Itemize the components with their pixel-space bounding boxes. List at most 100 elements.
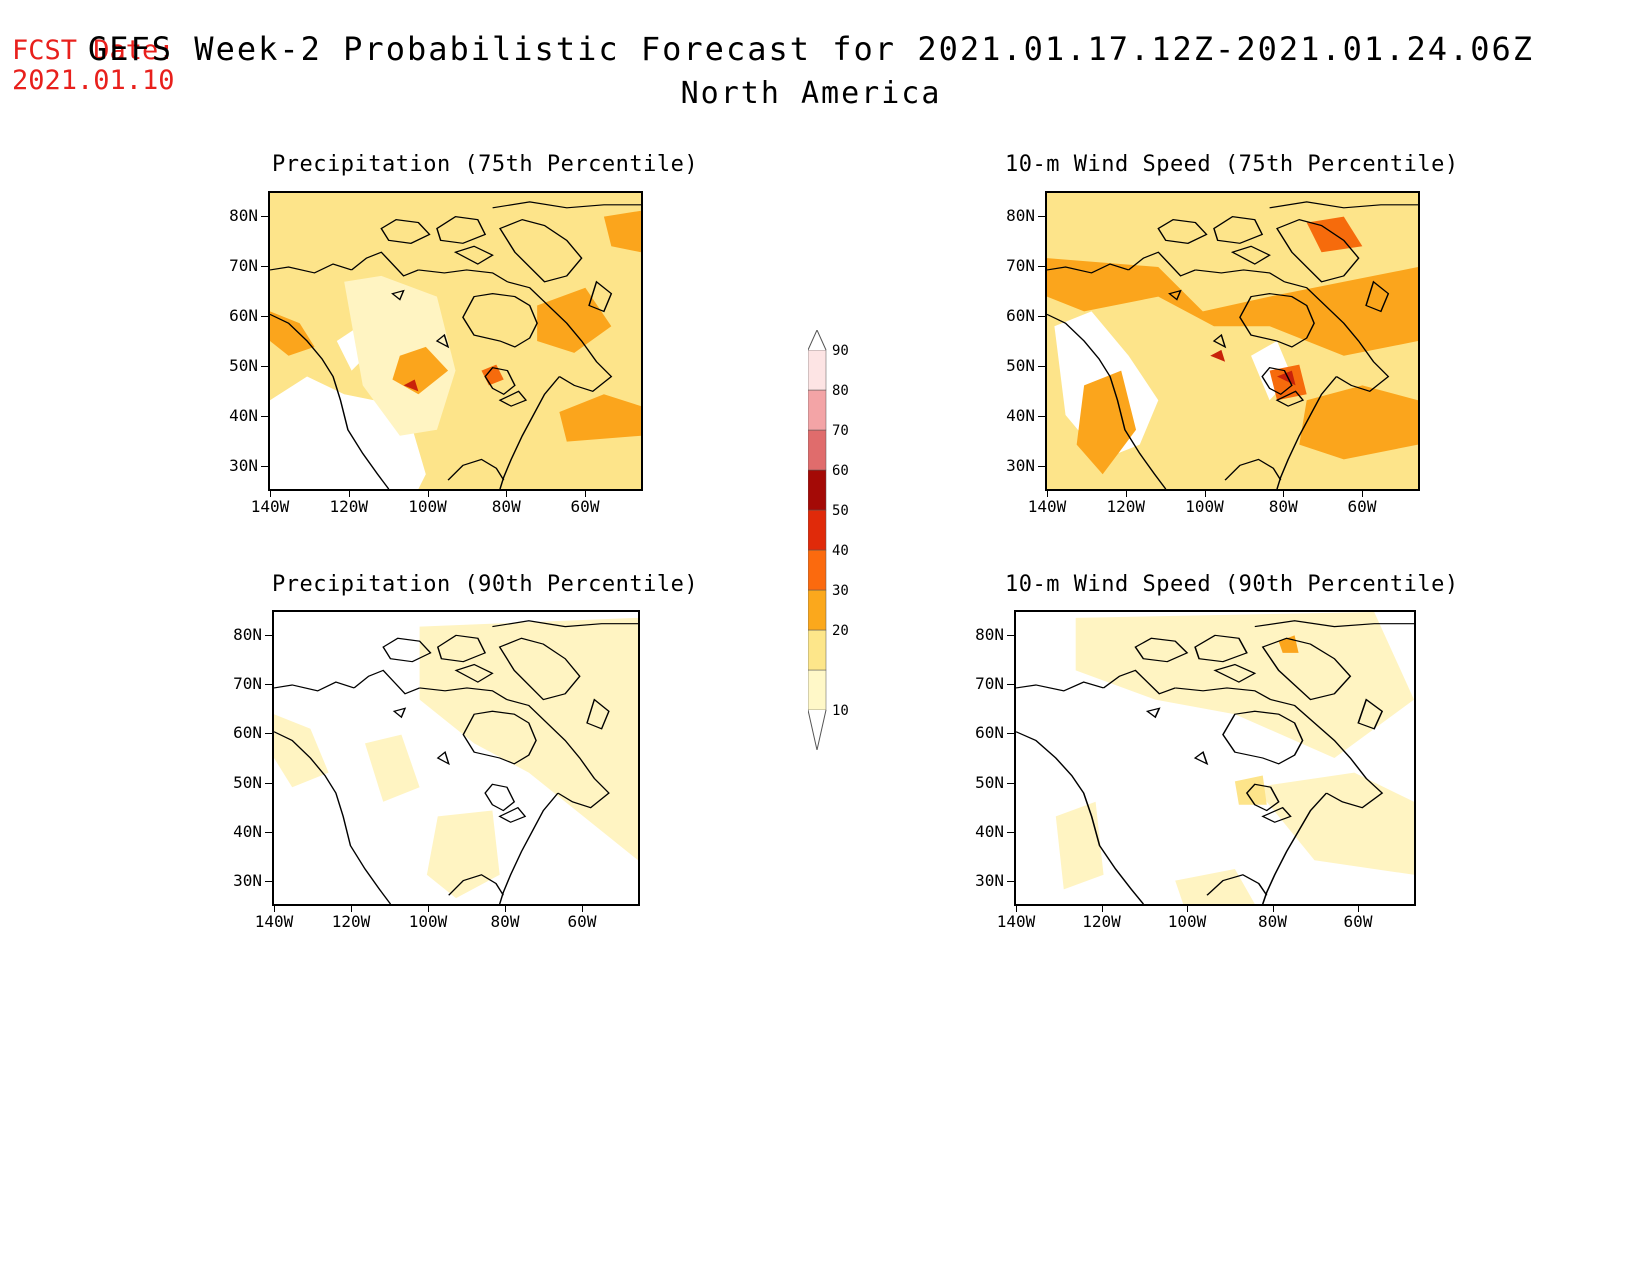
- coastline: [484, 366, 516, 396]
- coastline: [1213, 663, 1257, 683]
- lon-tick-mark: [585, 491, 586, 497]
- lon-tick-mark: [274, 906, 275, 912]
- panel-title: Precipitation (90th Percentile): [272, 572, 699, 597]
- lat-tick-label: 70N: [229, 256, 258, 275]
- contour-region: [1269, 364, 1307, 401]
- colorbar-swatch: [807, 629, 827, 671]
- lon-tick-label: 140W: [250, 497, 290, 516]
- coastline: [435, 333, 450, 349]
- lon-tick-mark: [428, 906, 429, 912]
- lat-tick-label: 30N: [229, 456, 258, 475]
- coastline: [1239, 293, 1315, 348]
- lat-tick-mark: [265, 831, 272, 833]
- coastline: [1230, 245, 1271, 265]
- lat-tick-mark: [261, 216, 268, 217]
- coastline: [448, 874, 504, 896]
- coastline: [1128, 251, 1196, 277]
- lat-tick-label: 50N: [1006, 356, 1035, 375]
- lat-tick-label: 80N: [233, 625, 262, 644]
- coastline: [1245, 783, 1280, 812]
- colorbar-swatch: [807, 549, 827, 591]
- colorbar-arrow-bottom: [807, 709, 827, 751]
- panel-title: Precipitation (75th Percentile): [272, 152, 699, 177]
- lat-tick-mark: [1038, 266, 1045, 267]
- coastline: [447, 458, 505, 481]
- lon-tick-label: 120W: [1106, 497, 1146, 516]
- coastline: [382, 637, 432, 663]
- coastline: [506, 699, 610, 809]
- colorbar-label: 60: [832, 463, 849, 479]
- coastline: [353, 669, 420, 695]
- map-plot-p75: [268, 191, 643, 491]
- coastline: [462, 293, 538, 348]
- lon-tick-mark: [1204, 491, 1206, 497]
- coastline: [270, 313, 390, 489]
- lon-tick-label: 60W: [1343, 912, 1373, 931]
- contour-region: [270, 311, 315, 356]
- lon-tick-mark: [1272, 906, 1274, 912]
- coastline: [351, 251, 419, 277]
- coastline: [1047, 313, 1167, 489]
- colorbar-label: 80: [832, 383, 849, 399]
- lat-tick-mark: [261, 266, 268, 267]
- lon-tick-label: 140W: [996, 912, 1036, 931]
- coastline: [436, 751, 450, 766]
- lat-tick-mark: [265, 635, 272, 636]
- map-plot-w90: [1014, 610, 1416, 906]
- coastline: [380, 219, 431, 244]
- lat-tick-label: 70N: [1006, 256, 1035, 275]
- coastline: [1175, 687, 1272, 701]
- fcst-label: FCST Date:: [12, 35, 175, 66]
- lat-tick-mark: [1007, 635, 1014, 636]
- lon-tick-mark: [1187, 906, 1188, 912]
- map-fill: [270, 193, 641, 489]
- page-title: GEFS Week-2 Probabilistic Forecast for 2…: [87, 30, 1535, 68]
- lat-tick-label: 50N: [975, 772, 1004, 792]
- colorbar-label: 70: [832, 423, 849, 439]
- lat-tick-mark: [1038, 416, 1045, 417]
- lat-tick-mark: [261, 316, 268, 317]
- lon-tick-mark: [348, 491, 350, 497]
- colorbar-swatch: [807, 469, 827, 511]
- lon-tick-label: 100W: [1185, 497, 1224, 516]
- lat-tick-mark: [265, 733, 272, 735]
- lat-tick-mark: [1007, 831, 1014, 833]
- contour-region: [603, 210, 641, 253]
- coastline: [1254, 620, 1414, 628]
- colorbar-swatch: [807, 509, 827, 551]
- coastline: [454, 663, 494, 683]
- colorbar-swatch: [807, 669, 827, 711]
- coastline: [484, 783, 516, 812]
- coastline: [1016, 681, 1104, 692]
- colorbar-swatch: [807, 589, 827, 631]
- lat-tick-label: 40N: [233, 821, 262, 841]
- lat-tick-label: 70N: [975, 674, 1004, 694]
- coastline: [1157, 219, 1208, 244]
- lat-tick-label: 80N: [229, 206, 258, 225]
- contour-region: [426, 810, 500, 899]
- lon-tick-label: 140W: [254, 912, 294, 931]
- colorbar-legend: 10 20 30 40 50 60 70 80 90: [807, 328, 898, 754]
- coastline: [1016, 731, 1145, 904]
- contour-region: [274, 714, 329, 788]
- lon-tick-label: 120W: [331, 912, 371, 931]
- colorbar-svg: 10 20 30 40 50 60 70 80 90: [807, 328, 849, 751]
- colorbar-label: 10: [832, 703, 849, 719]
- coastline: [392, 707, 407, 719]
- coastline: [1213, 216, 1264, 244]
- colorbar-label: 30: [832, 583, 849, 599]
- coastline: [1261, 792, 1328, 904]
- lat-tick-label: 60N: [233, 723, 262, 743]
- coastline: [453, 245, 494, 265]
- lat-tick-mark: [265, 684, 272, 686]
- coastline: [1365, 280, 1390, 313]
- lon-tick-mark: [506, 491, 508, 497]
- map-plot-p90: [272, 610, 640, 906]
- lat-tick-mark: [1038, 466, 1045, 467]
- lat-tick-mark: [1007, 684, 1014, 686]
- coastline: [436, 216, 487, 244]
- lon-tick-mark: [351, 906, 352, 912]
- coastline: [498, 390, 528, 407]
- colorbar-arrow-top: [807, 328, 827, 351]
- coastline: [1102, 669, 1176, 695]
